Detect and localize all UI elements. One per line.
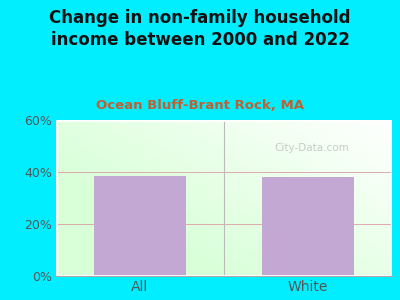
Text: Ocean Bluff-Brant Rock, MA: Ocean Bluff-Brant Rock, MA: [96, 99, 304, 112]
Text: City-Data.com: City-Data.com: [274, 143, 349, 153]
Text: Change in non-family household
income between 2000 and 2022: Change in non-family household income be…: [49, 9, 351, 49]
Bar: [262, 177, 354, 276]
Bar: [94, 176, 186, 276]
